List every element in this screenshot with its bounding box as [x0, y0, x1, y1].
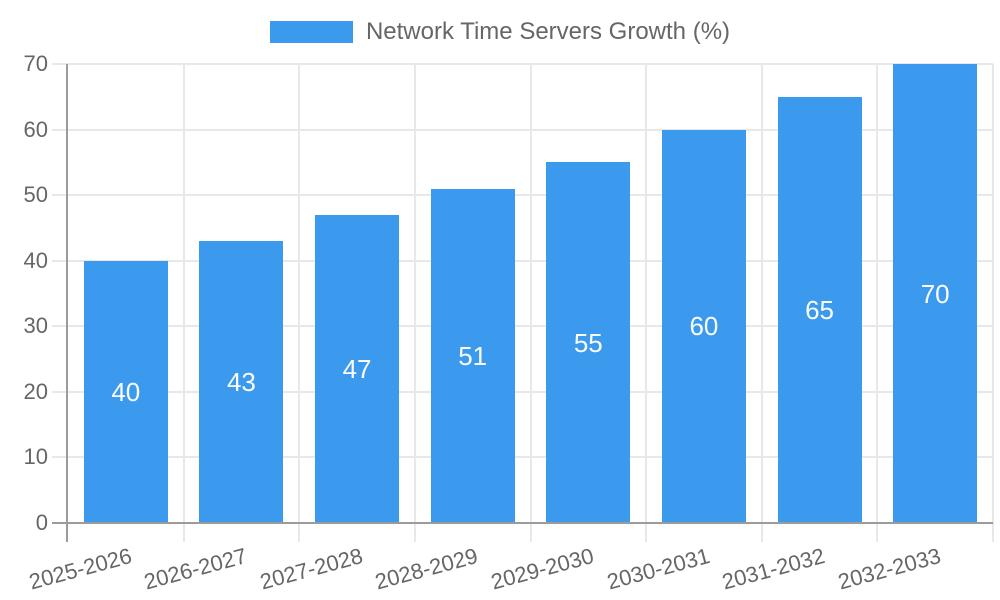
x-tick	[760, 523, 763, 542]
bar[interactable]	[199, 241, 284, 523]
bar[interactable]	[661, 129, 746, 523]
bar[interactable]	[893, 64, 978, 523]
bar-value-label: 60	[689, 311, 719, 342]
y-tick	[52, 194, 68, 197]
x-gridline	[992, 64, 994, 523]
x-tick	[298, 523, 301, 542]
x-axis-tick-label: 2027-2028	[257, 543, 366, 595]
bar-value-label: 65	[805, 294, 835, 325]
bar-value-label: 51	[458, 340, 488, 371]
bar[interactable]	[430, 188, 515, 523]
x-gridline	[876, 64, 879, 523]
y-tick	[52, 390, 68, 393]
x-gridline	[645, 64, 648, 523]
y-axis-tick-label: 40	[23, 247, 48, 273]
bar-value-label: 40	[111, 376, 141, 407]
x-tick	[413, 523, 416, 542]
bar-value-label: 70	[920, 278, 950, 309]
bar-value-label: 43	[226, 367, 256, 398]
y-axis-tick-label: 50	[23, 182, 48, 208]
x-axis-tick-label: 2026-2027	[141, 543, 250, 595]
x-gridline	[298, 64, 301, 523]
y-axis-tick-label: 10	[23, 444, 48, 470]
bar[interactable]	[315, 214, 400, 523]
bar-value-label: 47	[342, 353, 372, 384]
x-tick	[992, 523, 994, 542]
chart-legend[interactable]: Network Time Servers Growth (%)	[0, 17, 1000, 47]
x-tick	[529, 523, 532, 542]
x-gridline	[182, 64, 185, 523]
x-axis-tick-label: 2031-2032	[719, 543, 828, 595]
x-gridline	[413, 64, 416, 523]
y-axis-tick-label: 0	[35, 510, 48, 535]
legend-swatch-icon	[269, 21, 353, 43]
y-axis-tick-label: 30	[23, 313, 48, 339]
x-axis-tick-label: 2029-2030	[488, 543, 597, 595]
bar-value-label: 55	[573, 327, 603, 358]
x-axis-tick-label: 2025-2026	[25, 543, 135, 595]
x-tick	[182, 523, 185, 542]
y-tick	[52, 63, 68, 65]
x-axis-tick-label: 2028-2029	[372, 543, 481, 595]
x-gridline	[760, 64, 763, 523]
bar[interactable]	[546, 162, 631, 523]
y-axis-tick-label: 60	[23, 116, 48, 142]
y-axis-tick-label: 20	[23, 378, 48, 404]
x-axis-line	[52, 522, 993, 524]
y-axis-tick-label: 70	[23, 51, 48, 76]
y-tick	[52, 259, 68, 262]
bar[interactable]	[777, 96, 862, 523]
y-tick	[52, 128, 68, 131]
y-axis-line	[66, 64, 68, 542]
bar[interactable]	[83, 260, 168, 523]
x-tick	[645, 523, 648, 542]
y-tick	[52, 456, 68, 459]
y-tick	[52, 325, 68, 328]
x-tick	[876, 523, 879, 542]
x-axis-tick-label: 2032-2033	[835, 543, 944, 595]
x-axis-tick-label: 2030-2031	[604, 543, 713, 595]
legend-label: Network Time Servers Growth (%)	[365, 18, 731, 45]
x-gridline	[529, 64, 532, 523]
